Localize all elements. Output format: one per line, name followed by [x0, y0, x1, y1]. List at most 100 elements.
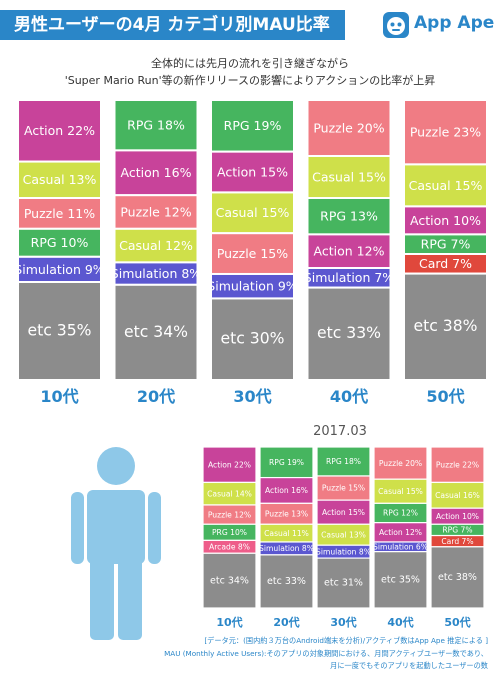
compare-label-1-etc: etc 34% [210, 575, 249, 586]
compare-label-4-simulation: Simulation 6% [373, 542, 428, 551]
compare-bar-1-etc [202, 552, 257, 609]
main-bar-4-action [306, 233, 392, 269]
main-label-2-puzzle: Puzzle 12% [120, 204, 191, 219]
compare-bar-3-action [316, 499, 371, 525]
app-ape-logo: App Ape [382, 10, 500, 40]
person-icon [71, 447, 161, 640]
main-category-label-5: 50代 [426, 387, 464, 406]
main-bar-5-puzzle [403, 99, 488, 166]
main-label-4-simulation: Simulation 7% [304, 270, 395, 285]
compare-category-label-3: 30代 [330, 615, 356, 629]
main-label-5-puzzle: Puzzle 23% [410, 125, 481, 140]
main-bar-1-etc [17, 281, 102, 381]
main-label-2-simulation: Simulation 8% [111, 266, 202, 281]
footnote-source: [データ元：(国内約３万台のAndroid端末を分析)/アクティブ数はApp A… [204, 636, 488, 645]
main-bar-3-etc [210, 297, 295, 381]
main-label-1-simulation: Simulation 9% [14, 262, 105, 277]
main-bar-3-puzzle [210, 232, 295, 275]
footnote-mau-definition: MAU (Monthly Active Users):そのアプリの対象期間におけ… [164, 649, 488, 658]
subtitle-line-2: 'Super Mario Run'等の新作リリースの影響によりアクションの比率が… [64, 74, 436, 87]
main-label-2-etc: etc 34% [124, 323, 188, 341]
main-label-1-etc: etc 35% [28, 321, 92, 339]
compare-label-2-casual: Casual 11% [264, 529, 309, 538]
compare-bar-3-puzzle [316, 475, 371, 501]
main-label-2-action: Action 16% [121, 165, 192, 180]
compare-label-5-casual: Casual 16% [435, 491, 480, 500]
main-label-4-etc: etc 33% [317, 324, 381, 342]
main-label-5-action: Action 10% [410, 213, 481, 228]
compare-label-2-action: Action 16% [265, 486, 308, 495]
main-label-3-etc: etc 30% [221, 330, 285, 348]
compare-category-label-1: 10代 [216, 615, 242, 629]
compare-label-1-casual: Casual 14% [207, 489, 252, 498]
main-bar-1-rpg [17, 227, 102, 258]
compare-label-4-puzzle: Puzzle 20% [379, 459, 422, 468]
main-category-label-1: 10代 [40, 387, 78, 406]
main-label-4-rpg: RPG 13% [320, 209, 378, 224]
main-label-1-puzzle: Puzzle 11% [24, 206, 95, 221]
main-label-3-rpg: RPG 19% [224, 118, 282, 133]
main-bar-4-casual [306, 155, 392, 199]
compare-label-3-puzzle: Puzzle 15% [322, 484, 365, 493]
compare-label-3-etc: etc 31% [324, 578, 363, 589]
compare-bar-4-casual [373, 478, 428, 504]
compare-category-label-4: 40代 [387, 615, 413, 629]
compare-label-5-action: Action 10% [436, 512, 479, 521]
compare-label-5-rpg: RPG 7% [442, 526, 472, 535]
compare-category-label-2: 20代 [273, 615, 299, 629]
compare-label-2-rpg: RPG 19% [269, 458, 304, 467]
main-label-5-etc: etc 38% [414, 317, 478, 335]
main-label-4-puzzle: Puzzle 20% [313, 120, 384, 135]
brand-name: App Ape [414, 13, 495, 33]
main-label-1-action: Action 22% [24, 123, 95, 138]
compare-category-label-5: 50代 [444, 615, 470, 629]
compare-label-1-arcade: Arcade 8% [209, 542, 250, 551]
main-bar-2-action [113, 149, 199, 197]
main-label-1-rpg: RPG 10% [31, 235, 89, 250]
main-bar-1-action [17, 99, 102, 163]
main-category-label-2: 20代 [137, 387, 175, 406]
main-label-2-casual: Casual 12% [119, 238, 193, 253]
compare-label-4-action: Action 12% [379, 528, 422, 537]
subtitle-line-1: 全体的には先月の流れを引き継ぎながら [151, 57, 349, 70]
compare-bar-5-etc [430, 546, 485, 609]
main-label-3-casual: Casual 15% [216, 205, 290, 220]
app-ape-icon [383, 12, 409, 38]
compare-label-5-etc: etc 38% [438, 572, 477, 583]
compare-label-1-action: Action 22% [208, 460, 251, 469]
compare-label-1-puzzle: Puzzle 12% [208, 510, 251, 519]
compare-label-4-etc: etc 35% [381, 574, 420, 585]
main-category-label-4: 40代 [330, 387, 368, 406]
main-label-5-casual: Casual 15% [409, 178, 483, 193]
compare-label-5-puzzle: Puzzle 22% [436, 460, 479, 469]
main-bar-1-simulation [17, 255, 102, 283]
comparison-chart-title: 2017.03 [313, 424, 367, 439]
compare-bar-5-casual [430, 481, 485, 509]
compare-bar-3-rpg [316, 446, 371, 477]
compare-bar-5-puzzle [430, 446, 485, 484]
compare-label-3-action: Action 15% [322, 508, 365, 517]
compare-label-2-puzzle: Puzzle 13% [265, 509, 308, 518]
compare-bar-3-etc [316, 557, 371, 609]
main-label-2-rpg: RPG 18% [127, 118, 185, 133]
main-bar-3-simulation [210, 272, 295, 300]
compare-label-2-etc: etc 33% [267, 576, 306, 587]
main-label-3-puzzle: Puzzle 15% [217, 246, 288, 261]
main-bar-2-etc [113, 283, 199, 381]
main-label-4-casual: Casual 15% [312, 169, 386, 184]
compare-bar-2-rpg [259, 446, 314, 479]
main-bar-1-puzzle [17, 197, 102, 230]
main-bar-1-casual [17, 160, 102, 200]
main-label-4-action: Action 12% [314, 244, 385, 259]
compare-label-2-simulation: Simulation 8% [259, 544, 314, 553]
compare-label-3-rpg: RPG 18% [326, 457, 361, 466]
main-category-label-3: 30代 [233, 387, 271, 406]
compare-label-4-casual: Casual 15% [378, 487, 423, 496]
compare-label-3-casual: Casual 13% [321, 530, 366, 539]
compare-bar-4-etc [373, 551, 428, 609]
compare-label-4-rpg: RPG 12% [383, 509, 418, 518]
main-label-1-casual: Casual 13% [23, 172, 97, 187]
main-label-3-action: Action 15% [217, 164, 288, 179]
compare-label-1-rpg: PRG 10% [212, 528, 247, 537]
